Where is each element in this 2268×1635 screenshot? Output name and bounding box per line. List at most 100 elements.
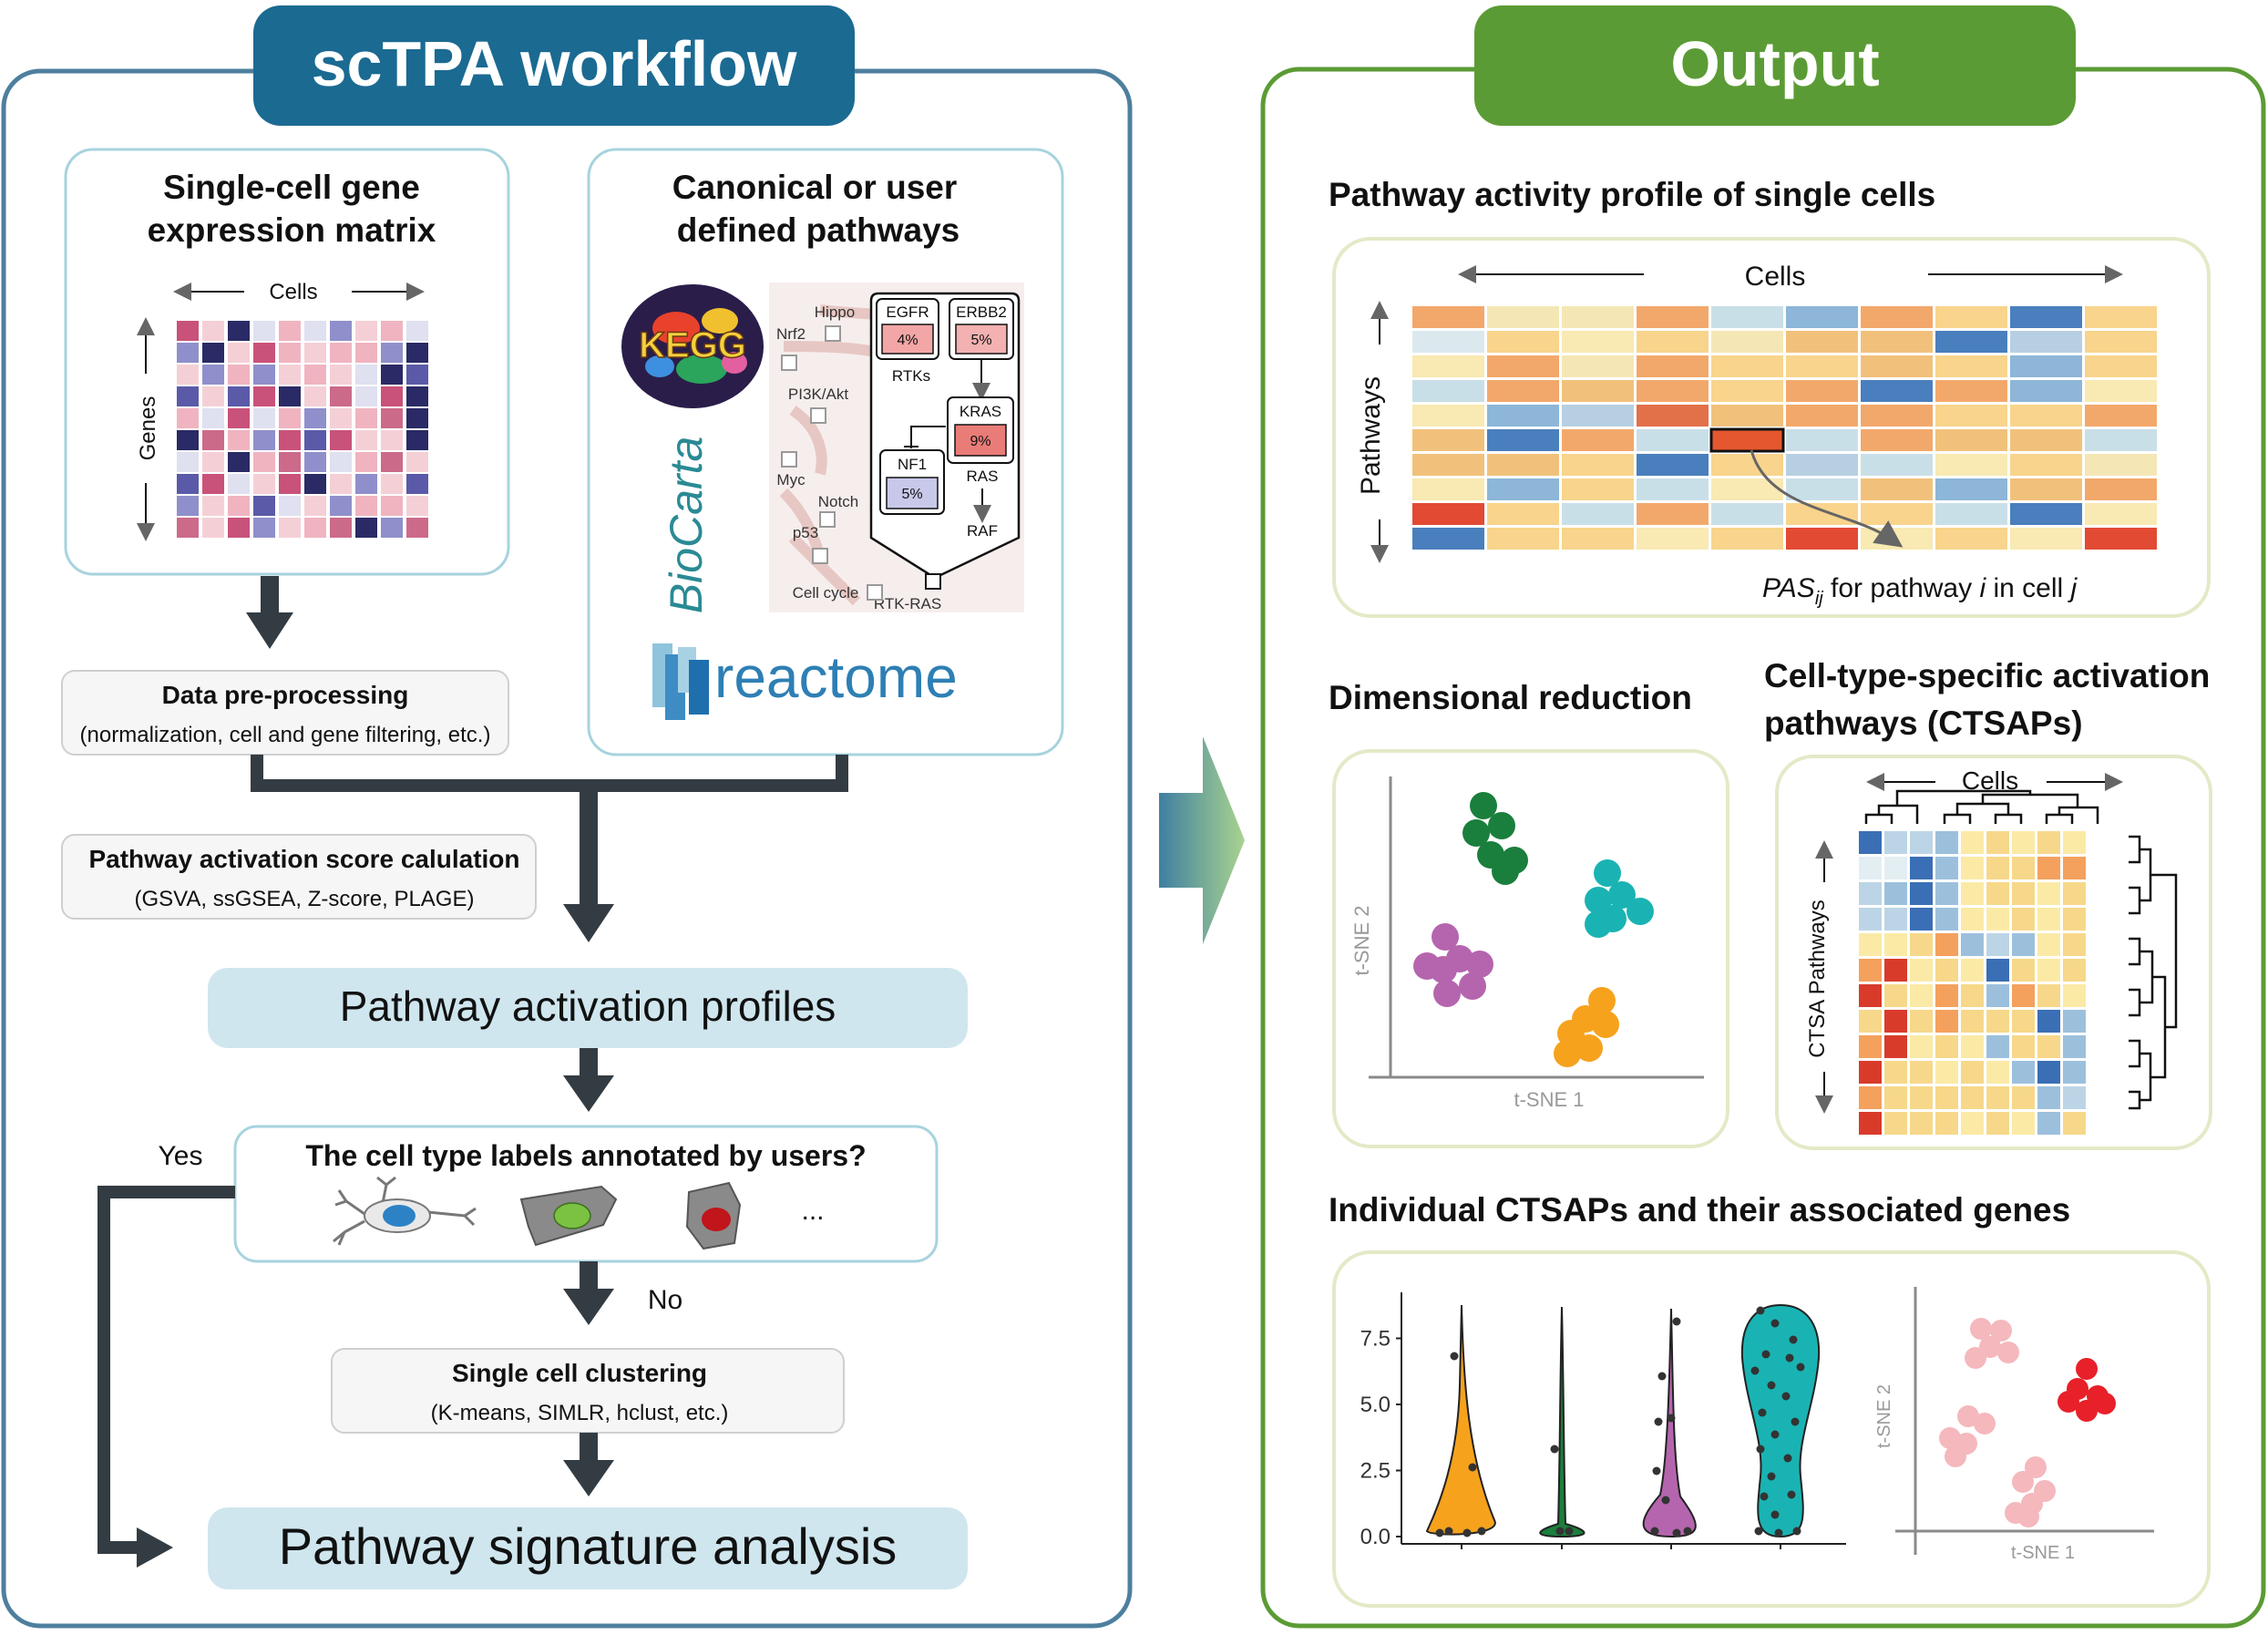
ctsap-heatmap-cell: [1910, 1086, 1933, 1109]
rtk-ras-diagram: EGFR 4% ERBB2 5% RTKs KRAS 9% NF1 5% RAS…: [869, 292, 1021, 590]
activity-heatmap-cell: [1562, 478, 1634, 500]
ctsap-heatmap-cell: [1986, 1086, 2009, 1109]
activity-heatmap-cell: [1786, 331, 1858, 353]
activity-heatmap-cell: [1487, 380, 1559, 402]
ctsap-heatmap-cell: [1935, 959, 1958, 982]
activity-heatmap-cell: [2010, 503, 2082, 525]
indiv-tsne-point: [1945, 1445, 1966, 1467]
pas-callout-arrow: [1750, 449, 1904, 548]
activation-profiles-label: Pathway activation profiles: [340, 982, 836, 1030]
expr-heatmap-cell: [253, 518, 275, 538]
activity-heatmap-cell: [1711, 355, 1783, 377]
activity-heatmap-cell: [1412, 528, 1484, 550]
tsne-point: [1575, 1034, 1603, 1062]
ctsap-heatmap-cell: [2063, 882, 2086, 905]
individual-title: Individual CTSAPs and their associated g…: [1329, 1191, 2070, 1229]
activity-heatmap-cell: [1562, 355, 1634, 377]
activity-heatmap-cell: [1487, 478, 1559, 500]
ctsap-heatmap-cell: [1859, 1086, 1882, 1109]
expr-heatmap-cell: [304, 321, 326, 341]
expr-heatmap-cell: [355, 321, 377, 341]
pathway-node: [781, 355, 797, 371]
ctsap-heatmap-cell: [1961, 908, 1984, 931]
violin-tick-label: 7.5: [1360, 1327, 1391, 1352]
pas-calc-subtitle: (GSVA, ssGSEA, Z-score, PLAGE): [135, 887, 475, 911]
ctsap-pathways-label: CTSA Pathways: [1805, 900, 1830, 1057]
violin-point: [1750, 1366, 1760, 1375]
expr-heatmap-cell: [406, 386, 428, 406]
merge-bracket: [251, 755, 848, 792]
expr-heatmap-cell: [330, 474, 352, 494]
activity-heatmap-cell: [1935, 405, 2007, 427]
activity-heatmap-cell: [1935, 331, 2007, 353]
ctsap-heatmap-cell: [1986, 984, 2009, 1007]
expr-heatmap-cell: [228, 474, 250, 494]
expr-heatmap-cell: [202, 408, 224, 428]
violin-point: [1785, 1353, 1794, 1362]
indiv-tsne-point: [2025, 1456, 2047, 1478]
matrix-cells-label: Cells: [269, 280, 317, 304]
pas-callout-label: PASij for pathway i in cell j: [1762, 573, 2078, 609]
ctsap-heatmap-cell: [1986, 1035, 2009, 1058]
activity-heatmap-cell: [1935, 454, 2007, 476]
ctsap-heatmap-cell: [1935, 984, 1958, 1007]
expr-heatmap-cell: [355, 496, 377, 516]
ctsap-heatmap-cell: [1859, 908, 1882, 931]
activity-heatmap-cell: [1786, 306, 1858, 328]
expr-heatmap-cell: [177, 518, 199, 538]
activity-pathways-label: Pathways: [1356, 376, 1386, 495]
ctsap-column-dendrogram: [1864, 789, 2099, 824]
tsne-point: [1594, 859, 1621, 887]
violin-point: [1652, 1466, 1661, 1476]
tsne-point: [1554, 1040, 1581, 1067]
tsne-point: [1627, 898, 1654, 925]
clustering-title: Single cell clustering: [452, 1359, 707, 1387]
violin-point: [1657, 1372, 1667, 1381]
activity-heatmap-cell: [1637, 454, 1709, 476]
expr-heatmap-cell: [406, 365, 428, 385]
activity-heatmap: [1412, 306, 2157, 550]
ctsap-heatmap-cell: [1961, 959, 1984, 982]
violin-point: [1435, 1528, 1444, 1537]
pathway-label: Cell cycle: [793, 584, 859, 602]
violin-point: [1444, 1527, 1453, 1536]
ctsap-heatmap-cell: [2037, 831, 2060, 854]
indiv-tsne-point: [1990, 1320, 2012, 1342]
expr-heatmap-cell: [355, 518, 377, 538]
activity-heatmap-cell: [1562, 454, 1634, 476]
tsne-point: [1432, 923, 1459, 951]
pas-calc-box: [61, 834, 537, 920]
ctsap-heatmap-cell: [1961, 984, 1984, 1007]
expr-heatmap-cell: [355, 430, 377, 450]
expression-matrix-title-1: Single-cell gene: [163, 169, 420, 206]
ctsap-heatmap-cell: [1859, 1112, 1882, 1135]
expr-heatmap-cell: [355, 408, 377, 428]
expr-heatmap-cell: [202, 518, 224, 538]
pathway-node: [825, 325, 841, 342]
tsne-point: [1608, 881, 1636, 909]
ctsap-heatmap-cell: [1884, 1010, 1907, 1033]
signature-analysis-label: Pathway signature analysis: [279, 1517, 898, 1575]
ctsap-heatmap-cell: [1910, 908, 1933, 931]
violin-point: [1462, 1528, 1472, 1537]
ctsap-heatmap-cell: [1986, 1061, 2009, 1084]
activity-heatmap-cell: [1487, 429, 1559, 451]
expr-heatmap-cell: [177, 452, 199, 472]
expr-heatmap-cell: [177, 430, 199, 450]
activity-heatmap-cell: [2010, 380, 2082, 402]
violin-point: [1791, 1417, 1800, 1426]
activity-heatmap-cell: [1861, 528, 1933, 550]
ctsap-heatmap-cell: [1859, 984, 1882, 1007]
tsne-point: [1592, 1011, 1619, 1038]
violin-point: [1754, 1527, 1763, 1536]
tsne-point: [1433, 980, 1461, 1007]
dim-reduction-box: [1332, 749, 1729, 1148]
expr-heatmap-cell: [279, 365, 301, 385]
violin-point: [1661, 1496, 1670, 1505]
ctsap-heatmap-cell: [2037, 959, 2060, 982]
violin-point: [1450, 1352, 1459, 1361]
ctsap-heatmap-cell: [2012, 1112, 2035, 1135]
ctsap-heatmap-cell: [1961, 1112, 1984, 1135]
expr-heatmap-cell: [406, 408, 428, 428]
activity-heatmap-cell: [2010, 405, 2082, 427]
